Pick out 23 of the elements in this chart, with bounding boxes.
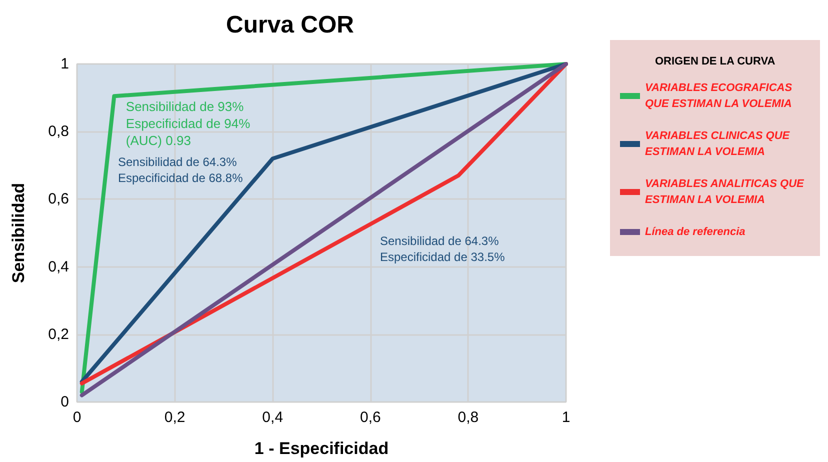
x-tick-label: 0,4 — [262, 409, 284, 426]
annotation: Sensibilidad de 64.3% Especificidad de 68.8% — [118, 155, 244, 185]
x-tick-label: 1 — [562, 409, 570, 426]
annotation: Sensibilidad de 93% Especificidad de 94% (AUC) 0.93 — [126, 98, 251, 148]
x-tick-label: 0 — [72, 409, 82, 426]
legend-label: VARIABLES CLINICAS QUE ESTIMAN LA VOLEMIA — [645, 130, 793, 158]
y-tick-label: 0,6 — [48, 190, 69, 208]
y-axis-title: Sensibilidad — [9, 182, 28, 284]
annotation: Sensibilidad de 64.3% Especificidad de 33.5% — [380, 234, 506, 264]
y-tick-label: 0 — [60, 394, 69, 410]
chart-title: Curva COR — [226, 12, 354, 38]
y-tick-label: 0,8 — [48, 123, 69, 140]
legend-label: VARIABLES ANALITICAS QUE ESTIMAN LA VOLEMIA — [645, 178, 807, 206]
y-tick-label: 1 — [60, 56, 69, 72]
x-tick-label: 0,6 — [360, 409, 381, 426]
legend-label: VARIABLES ECOGRAFICAS QUE ESTIMAN LA VOLEMIA — [645, 82, 796, 110]
legend-title: ORIGEN DE LA CURVA — [655, 56, 776, 68]
y-tick-label: 0,2 — [48, 326, 69, 343]
y-tick-label: 0,4 — [48, 258, 69, 276]
legend-label: Línea de referencia — [645, 226, 746, 238]
x-tick-label: 0,8 — [458, 409, 479, 426]
x-tick-label: 0,2 — [164, 409, 186, 426]
x-axis-title: 1 - Especificidad — [254, 439, 389, 458]
